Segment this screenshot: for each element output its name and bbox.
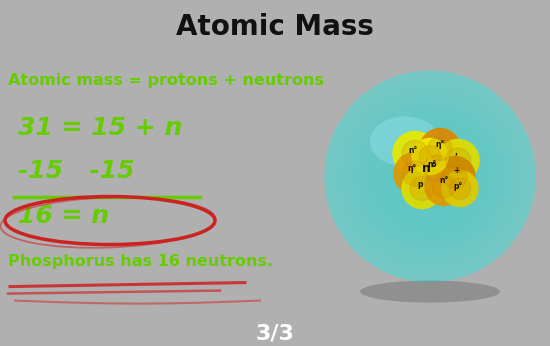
- Ellipse shape: [360, 281, 500, 303]
- Text: n°: n°: [408, 146, 417, 155]
- Circle shape: [404, 150, 456, 203]
- Circle shape: [402, 140, 428, 167]
- Circle shape: [420, 128, 460, 169]
- Circle shape: [351, 98, 509, 255]
- Circle shape: [415, 146, 459, 191]
- Circle shape: [425, 171, 435, 182]
- Circle shape: [388, 135, 472, 219]
- Circle shape: [420, 166, 441, 187]
- Circle shape: [383, 129, 477, 224]
- Circle shape: [424, 155, 450, 182]
- Circle shape: [402, 169, 442, 209]
- Circle shape: [410, 176, 434, 201]
- Circle shape: [442, 171, 478, 207]
- Text: Atomic Mass: Atomic Mass: [176, 13, 374, 40]
- Circle shape: [325, 72, 535, 282]
- Circle shape: [336, 82, 525, 271]
- Circle shape: [446, 148, 471, 173]
- Circle shape: [403, 161, 427, 186]
- Circle shape: [435, 156, 475, 197]
- Circle shape: [425, 167, 463, 206]
- Text: -15   -15: -15 -15: [18, 158, 135, 182]
- Circle shape: [394, 153, 436, 194]
- Text: Atomic mass = protons + neutrons: Atomic mass = protons + neutrons: [8, 73, 324, 89]
- Text: η°: η°: [436, 140, 444, 149]
- Circle shape: [362, 108, 498, 245]
- Circle shape: [412, 138, 448, 174]
- Circle shape: [393, 140, 467, 213]
- Text: n°: n°: [422, 162, 438, 175]
- Circle shape: [437, 139, 479, 182]
- Ellipse shape: [370, 117, 440, 166]
- Circle shape: [330, 77, 530, 276]
- Circle shape: [372, 119, 488, 234]
- Text: η°: η°: [408, 164, 417, 173]
- Circle shape: [356, 103, 503, 250]
- Circle shape: [399, 145, 461, 208]
- Circle shape: [367, 113, 493, 239]
- Text: n°: n°: [439, 176, 449, 185]
- Text: p: p: [417, 180, 423, 189]
- Circle shape: [414, 161, 446, 192]
- Circle shape: [433, 175, 455, 198]
- Circle shape: [409, 155, 451, 198]
- Circle shape: [377, 124, 482, 229]
- Circle shape: [325, 72, 535, 282]
- Text: 16 = n: 16 = n: [18, 203, 109, 228]
- Text: p°: p°: [453, 182, 463, 191]
- Circle shape: [419, 146, 441, 167]
- Text: n°: n°: [427, 160, 437, 169]
- Circle shape: [341, 87, 519, 266]
- Text: 31 = 15 + n: 31 = 15 + n: [18, 117, 182, 140]
- Circle shape: [393, 131, 437, 175]
- Text: +: +: [453, 166, 459, 175]
- Text: 3/3: 3/3: [256, 324, 294, 344]
- Text: Phosphorus has 16 neutrons.: Phosphorus has 16 neutrons.: [8, 254, 273, 268]
- Circle shape: [346, 92, 514, 261]
- Circle shape: [443, 164, 467, 189]
- Text: ’: ’: [454, 152, 458, 161]
- Circle shape: [449, 178, 471, 199]
- Circle shape: [428, 136, 452, 161]
